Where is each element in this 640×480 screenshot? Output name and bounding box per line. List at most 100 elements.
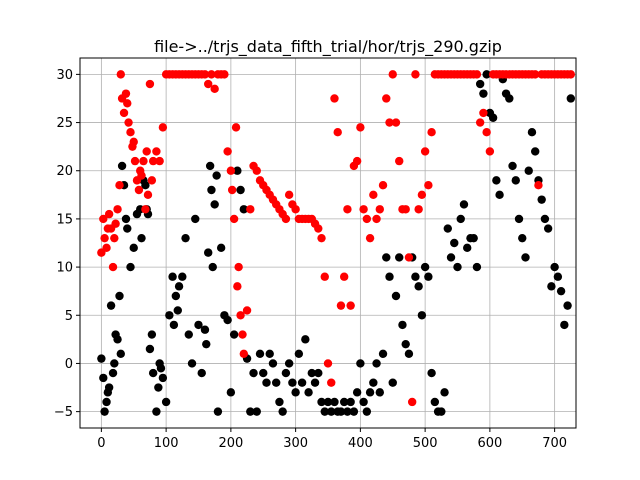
- data-point-red: [314, 224, 323, 233]
- data-point-black: [174, 282, 184, 291]
- data-point-red: [395, 156, 404, 166]
- data-point-black: [207, 185, 216, 195]
- data-point-red: [281, 214, 291, 224]
- data-point-red: [239, 349, 249, 359]
- y-tick-label: 30: [56, 68, 73, 83]
- data-point-black: [385, 272, 394, 281]
- y-tick-label: 15: [56, 212, 73, 227]
- x-tick-label: 400: [348, 436, 373, 451]
- data-point-black: [417, 311, 427, 320]
- data-point-black: [518, 233, 527, 243]
- data-point-black: [148, 368, 158, 378]
- y-tick-label: 20: [56, 164, 73, 179]
- data-point-black: [330, 397, 339, 407]
- data-point-black: [304, 388, 313, 397]
- data-point-black: [550, 262, 559, 272]
- data-point-black: [459, 200, 469, 209]
- data-point-black: [194, 320, 203, 330]
- data-point-red: [411, 70, 420, 79]
- data-point-black: [154, 383, 163, 392]
- data-point-red: [378, 180, 388, 190]
- data-point-black: [208, 262, 217, 272]
- data-point-black: [527, 127, 537, 137]
- data-point-red: [143, 190, 153, 200]
- data-point-red: [284, 190, 294, 200]
- data-point-black: [165, 311, 174, 320]
- data-point-red: [113, 205, 122, 214]
- data-point-red: [116, 70, 125, 79]
- data-point-red: [531, 70, 540, 79]
- data-point-red: [207, 70, 216, 79]
- data-point-red: [110, 233, 119, 243]
- data-point-black: [229, 330, 239, 339]
- data-point-black: [259, 368, 268, 378]
- data-point-red: [414, 205, 423, 214]
- x-tick-label: 0: [97, 436, 105, 451]
- chart-title: file->../trjs_data_fifth_trial/hor/trjs_…: [154, 37, 502, 57]
- data-point-black: [556, 286, 566, 296]
- data-point-black: [145, 344, 155, 354]
- data-point-black: [210, 200, 219, 209]
- data-point-black: [479, 89, 488, 98]
- data-point-black: [372, 359, 381, 368]
- data-point-black: [126, 262, 135, 272]
- data-point-black: [343, 407, 352, 416]
- data-point-black: [288, 378, 297, 387]
- data-point-black: [178, 272, 187, 281]
- data-point-red: [137, 171, 146, 180]
- data-point-black: [181, 233, 190, 243]
- data-point-red: [229, 214, 239, 224]
- data-point-red: [234, 262, 243, 272]
- data-point-black: [427, 368, 436, 378]
- data-point-red: [534, 180, 543, 190]
- data-point-black: [327, 407, 336, 416]
- data-point-red: [126, 127, 135, 137]
- data-point-black: [521, 253, 530, 262]
- data-point-black: [398, 320, 407, 330]
- data-point-black: [205, 161, 215, 171]
- data-point-black: [453, 262, 462, 272]
- data-point-black: [395, 253, 404, 262]
- data-point-black: [117, 161, 127, 171]
- data-point-black: [472, 262, 482, 272]
- data-point-black: [495, 190, 504, 200]
- data-point-red: [121, 89, 131, 98]
- scatter-points: [97, 70, 576, 416]
- data-point-red: [352, 156, 362, 166]
- series-black: [97, 70, 576, 416]
- y-tick-label: −5: [54, 405, 73, 420]
- data-point-black: [404, 349, 414, 359]
- data-point-black: [187, 359, 197, 368]
- data-point-red: [204, 79, 213, 89]
- data-point-black: [310, 378, 320, 387]
- data-point-black: [202, 339, 211, 349]
- data-point-black: [147, 330, 157, 339]
- data-point-black: [191, 214, 200, 224]
- data-point-black: [252, 407, 261, 416]
- data-point-black: [443, 224, 452, 233]
- x-tick-label: 500: [413, 436, 438, 451]
- data-point-black: [411, 272, 420, 281]
- data-point-black: [339, 397, 349, 407]
- data-point-red: [104, 209, 114, 219]
- data-point-red: [142, 147, 151, 156]
- data-point-black: [281, 368, 291, 378]
- data-point-black: [236, 185, 245, 195]
- data-point-black: [297, 378, 307, 387]
- data-point-black: [212, 171, 221, 180]
- data-point-black: [359, 397, 368, 407]
- data-point-black: [446, 253, 456, 262]
- data-point-black: [566, 94, 576, 103]
- data-point-black: [100, 407, 109, 416]
- data-point-black: [531, 147, 540, 156]
- data-point-black: [437, 407, 446, 416]
- data-point-black: [524, 166, 533, 175]
- data-point-red: [246, 205, 255, 214]
- data-point-red: [227, 185, 237, 195]
- data-point-red: [365, 233, 375, 243]
- data-point-black: [141, 180, 150, 190]
- data-point-black: [540, 214, 550, 224]
- data-point-red: [320, 272, 329, 281]
- data-point-black: [108, 368, 118, 378]
- data-point-red: [130, 156, 140, 166]
